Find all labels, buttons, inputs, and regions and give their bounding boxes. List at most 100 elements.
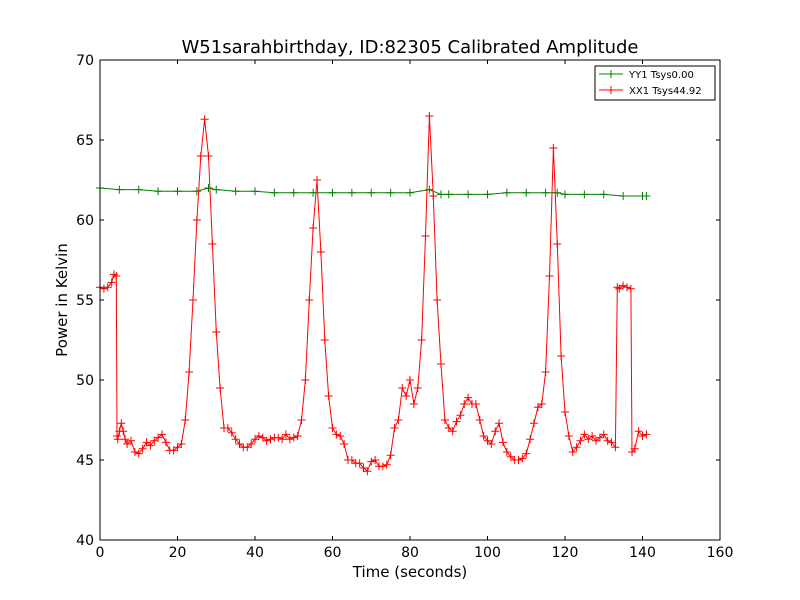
data-point-xx1 — [336, 432, 345, 440]
data-point-xx1 — [181, 416, 190, 424]
data-point-yy1 — [173, 187, 182, 196]
data-point-yy1 — [437, 190, 445, 199]
data-point-xx1 — [522, 449, 531, 458]
data-point-xx1 — [526, 435, 535, 444]
data-point-xx1 — [576, 436, 585, 445]
data-point-xx1 — [216, 384, 225, 392]
data-point-xx1 — [289, 433, 298, 442]
data-point-xx1 — [638, 432, 647, 440]
x-tick-label: 140 — [629, 545, 656, 561]
data-point-xx1 — [117, 419, 126, 428]
data-point-yy1 — [541, 188, 550, 197]
data-point-xx1 — [274, 433, 283, 442]
data-point-yy1 — [347, 188, 356, 197]
data-point-xx1 — [530, 419, 538, 428]
data-point-yy1 — [134, 185, 143, 194]
data-point-xx1 — [421, 232, 430, 240]
y-tick-label: 40 — [76, 533, 94, 549]
data-point-xx1 — [196, 152, 205, 160]
data-point-xx1 — [588, 432, 597, 440]
x-tick-label: 60 — [324, 545, 342, 561]
data-point-xx1 — [204, 152, 213, 160]
data-point-yy1 — [289, 188, 298, 197]
data-point-xx1 — [212, 328, 221, 336]
data-point-xx1 — [537, 400, 546, 408]
legend-marker-xx1 — [607, 86, 615, 94]
data-point-xx1 — [460, 400, 469, 408]
data-point-xx1 — [425, 112, 434, 120]
data-point-xx1 — [189, 296, 197, 304]
data-point-xx1 — [595, 433, 604, 442]
data-point-yy1 — [522, 188, 531, 197]
y-tick-label: 50 — [76, 373, 94, 389]
data-point-xx1 — [146, 441, 155, 450]
data-point-xx1 — [192, 216, 201, 224]
data-point-xx1 — [409, 400, 418, 408]
data-point-xx1 — [258, 433, 267, 442]
data-point-xx1 — [429, 192, 438, 200]
data-point-xx1 — [200, 115, 209, 124]
y-axis-label: Power in Kelvin — [53, 243, 71, 357]
data-point-xx1 — [328, 424, 337, 432]
data-point-xx1 — [603, 436, 612, 445]
data-point-yy1 — [231, 187, 240, 196]
data-point-xx1 — [487, 440, 496, 448]
data-point-xx1 — [611, 443, 620, 452]
data-point-xx1 — [355, 459, 364, 468]
data-point-xx1 — [107, 278, 116, 287]
data-point-yy1 — [406, 188, 414, 197]
data-point-xx1 — [262, 436, 271, 445]
data-point-xx1 — [347, 456, 356, 464]
y-tick-label: 60 — [76, 213, 94, 229]
data-point-xx1 — [607, 438, 616, 447]
data-point-yy1 — [642, 192, 651, 200]
data-point-xx1 — [173, 443, 182, 452]
data-point-yy1 — [154, 187, 163, 196]
data-point-xx1 — [320, 336, 329, 344]
data-point-xx1 — [502, 448, 511, 456]
data-point-yy1 — [328, 188, 337, 197]
data-point-xx1 — [371, 456, 380, 464]
data-point-xx1 — [506, 452, 515, 461]
x-tick-label: 120 — [552, 545, 579, 561]
data-point-xx1 — [305, 296, 314, 304]
data-point-xx1 — [491, 427, 500, 436]
data-point-xx1 — [417, 336, 426, 344]
data-point-yy1 — [464, 190, 473, 199]
x-axis-ticks: 0 20 40 60 80 100 120 140 160 — [96, 60, 733, 561]
x-tick-label: 80 — [401, 545, 419, 561]
legend-item-xx1: XX1 Tsys44.92 — [599, 86, 702, 97]
data-point-xx1 — [584, 435, 593, 444]
data-point-xx1 — [386, 451, 395, 460]
x-tick-label: 0 — [96, 545, 105, 561]
legend-item-yy1: YY1 Tsys0.00 — [599, 70, 694, 81]
data-point-xx1 — [235, 440, 244, 448]
data-point-xx1 — [613, 283, 622, 292]
legend-box — [594, 65, 716, 101]
data-point-yy1 — [204, 184, 213, 192]
data-point-xx1 — [495, 419, 504, 428]
data-point-yy1 — [483, 190, 492, 199]
data-point-yy1 — [386, 188, 395, 197]
data-point-yy1 — [599, 190, 608, 199]
data-point-xx1 — [440, 416, 449, 424]
data-point-xx1 — [177, 440, 186, 448]
data-point-xx1 — [572, 443, 581, 452]
data-point-xx1 — [332, 430, 341, 439]
data-point-xx1 — [293, 432, 302, 440]
data-point-xx1 — [285, 435, 294, 444]
data-point-xx1 — [456, 411, 465, 420]
data-point-xx1 — [634, 427, 643, 436]
x-tick-label: 40 — [246, 545, 264, 561]
data-point-xx1 — [564, 432, 573, 440]
data-point-xx1 — [390, 424, 399, 432]
series-xx1 — [96, 112, 651, 476]
data-point-yy1 — [444, 190, 453, 199]
data-point-xx1 — [615, 284, 624, 293]
data-point-xx1 — [406, 376, 414, 384]
data-point-xx1 — [158, 430, 166, 439]
data-point-xx1 — [619, 281, 628, 290]
data-point-xx1 — [402, 392, 411, 400]
data-point-xx1 — [553, 240, 562, 248]
data-point-xx1 — [113, 432, 122, 440]
